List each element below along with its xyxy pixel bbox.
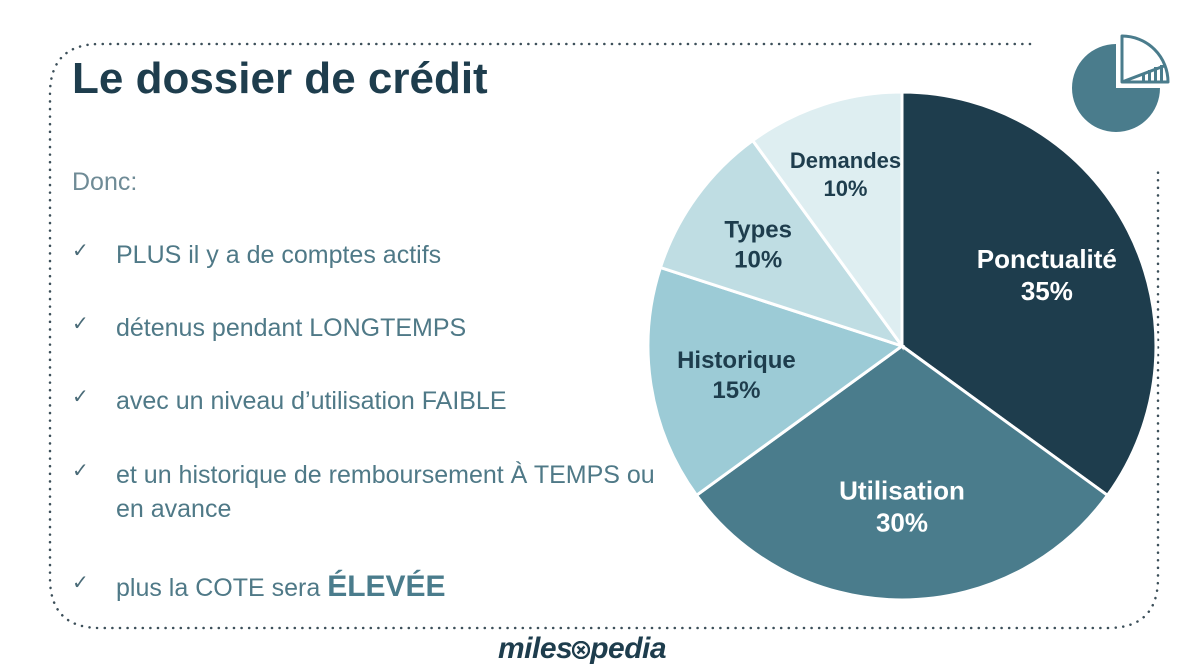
check-icon: ✓: [72, 238, 89, 262]
bullet-text: PLUS il y a de comptes actifs: [116, 241, 442, 269]
logo: miles pedia: [498, 632, 667, 666]
bullet-text: et un historique de remboursement À TEMP…: [116, 461, 655, 523]
emphasis-text: ÉLEVÉE: [327, 570, 446, 603]
check-icon: ✓: [72, 384, 89, 408]
pie-slice-types: [658, 138, 906, 349]
slice-value-label: 15%: [712, 377, 760, 404]
intro-text: Donc:: [72, 168, 138, 196]
check-icon: ✓: [72, 311, 89, 335]
slice-value-label: 10%: [823, 176, 867, 201]
pie-slice-ponctualite: [900, 90, 1158, 498]
slice-label: Ponctualité: [977, 244, 1117, 274]
pie-slice-utilisation: [694, 344, 1110, 602]
pie-slice-demandes: [750, 90, 904, 351]
slice-value-label: 10%: [734, 246, 782, 273]
logo-text-right: pedia: [590, 632, 667, 665]
slice-label: Utilisation: [839, 475, 965, 505]
slice-label: Types: [724, 216, 792, 243]
slice-value-label: 30%: [876, 507, 928, 537]
logo-text-left: miles: [498, 632, 573, 665]
slice-value-label: 35%: [1021, 276, 1073, 306]
bullet-text: avec un niveau d’utilisation FAIBLE: [116, 387, 507, 415]
slice-label: Historique: [677, 347, 796, 374]
slice-label: Demandes: [790, 148, 901, 173]
x-circle-icon: [572, 641, 591, 659]
bullet-text: détenus pendant LONGTEMPS: [116, 314, 467, 342]
check-icon: ✓: [72, 458, 89, 482]
pie-chart-icon: [1072, 34, 1170, 132]
bullet-text: plus la COTE sera ÉLEVÉE: [116, 570, 446, 603]
pie-slice-historique: [646, 265, 906, 498]
page-title: Le dossier de crédit: [72, 54, 488, 103]
check-icon: ✓: [72, 570, 89, 594]
